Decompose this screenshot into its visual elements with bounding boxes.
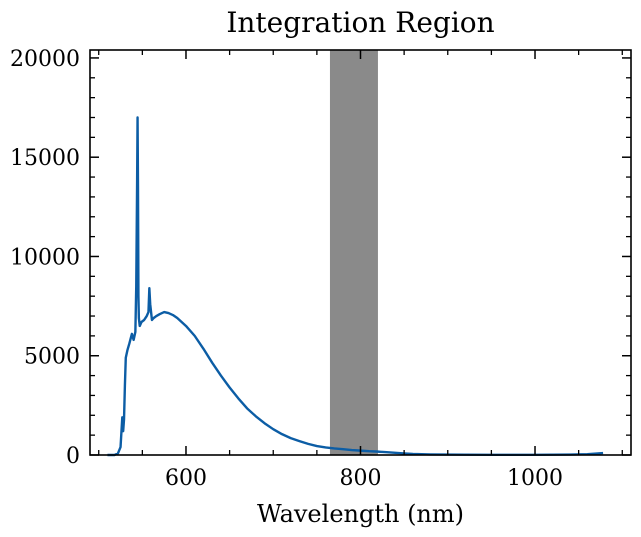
x-axis-label: Wavelength (nm) <box>257 500 464 528</box>
series-layer <box>107 116 604 457</box>
x-tick-label: 800 <box>340 466 382 491</box>
integration-region-band <box>329 50 378 455</box>
y-tick-label: 0 <box>66 444 80 469</box>
spectrum-line-0 <box>107 116 604 457</box>
plot-frame <box>89 49 632 456</box>
x-tick-label: 600 <box>165 466 207 491</box>
y-tick-label: 10000 <box>10 245 80 270</box>
x-tick-label: 1000 <box>507 466 563 491</box>
y-tick-label: 20000 <box>10 47 80 72</box>
chart-title: Integration Region <box>226 6 494 39</box>
y-tick-label: 5000 <box>24 345 80 370</box>
y-tick-label: 15000 <box>10 146 80 171</box>
